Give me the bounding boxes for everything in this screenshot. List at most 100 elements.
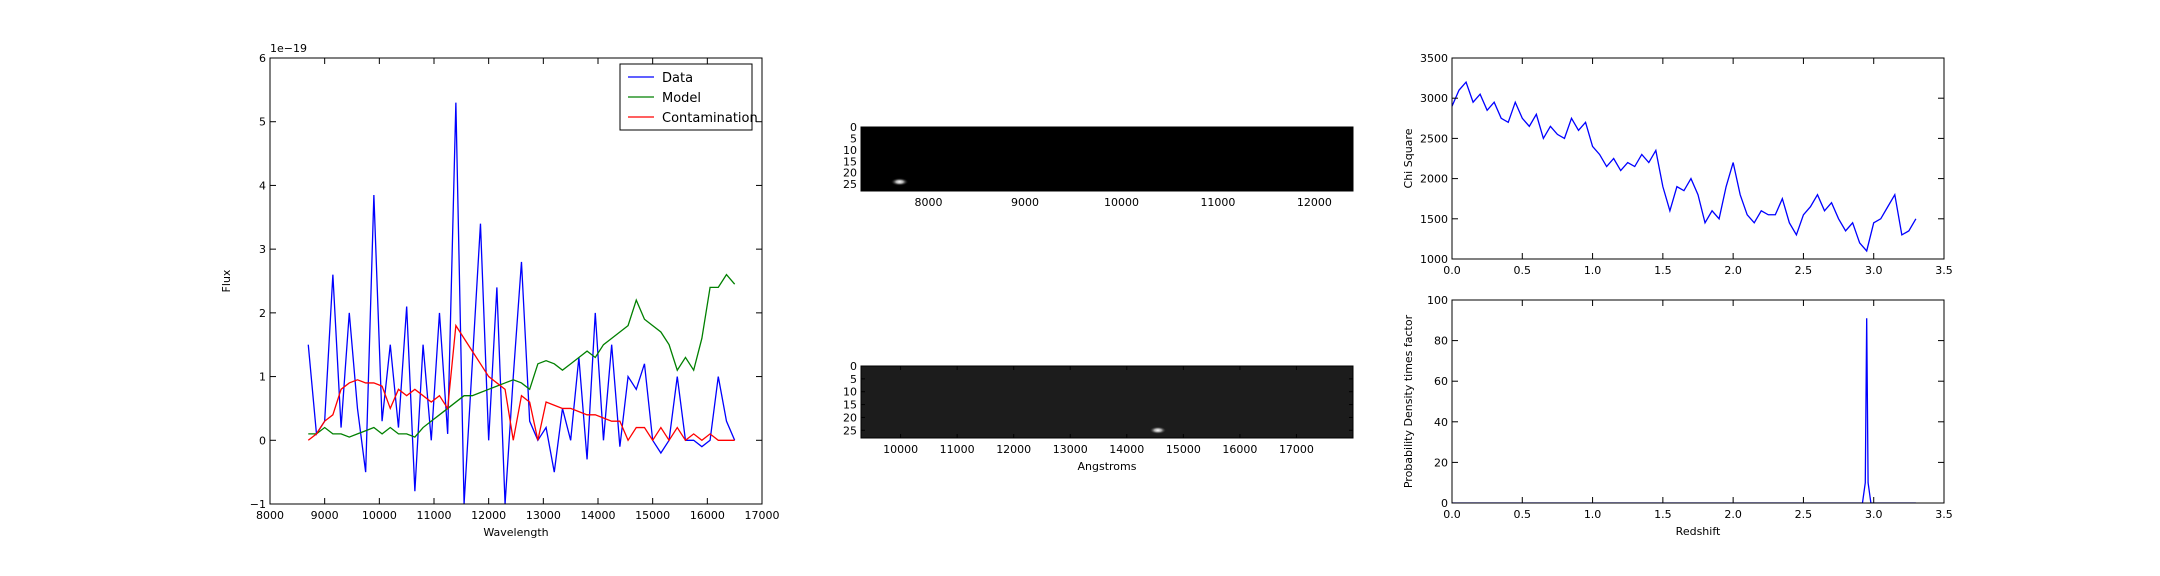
- plot-background: [861, 127, 1353, 191]
- axes: 0.0 0.5 1.0 1.5 2.0 2.5 3.0 3.5 1000 1500 2000 2500…: [1402, 52, 1953, 277]
- y-tick-label: 15: [843, 399, 857, 412]
- x-tick-label: 16000: [690, 509, 725, 522]
- plot-area: [890, 177, 909, 186]
- plot-area: [1148, 426, 1167, 435]
- x-tick-label: 9000: [1011, 196, 1039, 209]
- y-tick-label: 10: [843, 144, 857, 157]
- y-tick-label: 3500: [1420, 52, 1448, 65]
- legend: Data Model Contamination: [619, 63, 758, 131]
- y-tick-label: 0: [850, 121, 857, 134]
- plot-background: [1452, 58, 1944, 259]
- axes: 0.0 0.5 1.0 1.5 2.0 2.5 3.0 3.5 0 20 40 60 80 100 Reds…: [1402, 294, 1953, 538]
- y-tick-label: 20: [1434, 456, 1448, 469]
- y-tick-label: 25: [843, 178, 857, 191]
- x-tick-label: 0.5: [1514, 264, 1532, 277]
- axes: 10000 11000 12000 13000 14000 15000 16000 17000…: [843, 360, 1354, 473]
- legend-label: Contamination: [662, 111, 758, 126]
- x-tick-label: 14000: [1109, 443, 1144, 456]
- y-tick-label: 1500: [1420, 213, 1448, 226]
- y-tick-label: 3: [259, 243, 266, 256]
- y-axis-label: Chi Square: [1402, 128, 1415, 188]
- x-tick-label: 3.5: [1935, 508, 1953, 521]
- x-tick-label: 15000: [1166, 443, 1201, 456]
- y-tick-label: 10: [843, 386, 857, 399]
- x-tick-label: 2.0: [1724, 508, 1742, 521]
- x-tick-label: 17000: [1279, 443, 1314, 456]
- x-tick-label: 10000: [362, 509, 397, 522]
- x-axis-label: Redshift: [1676, 525, 1721, 538]
- x-tick-label: 13000: [1053, 443, 1088, 456]
- x-tick-label: 12000: [996, 443, 1031, 456]
- data-line: [307, 323, 735, 442]
- x-tick-label: 3.5: [1935, 264, 1953, 277]
- y-tick-label: 100: [1427, 294, 1448, 307]
- x-tick-label: 1.5: [1654, 264, 1672, 277]
- y-tick-label: −1: [250, 498, 266, 511]
- y-tick-label: 4: [259, 179, 266, 192]
- x-tick-label: 10000: [1104, 196, 1139, 209]
- x-tick-label: 0.0: [1443, 264, 1461, 277]
- y-tick-label: 5: [850, 132, 857, 145]
- y-tick-label: 6: [259, 52, 266, 65]
- y-axis-label: Flux: [220, 269, 233, 292]
- plot-area: [1452, 318, 1916, 503]
- data-line: [307, 102, 736, 504]
- y-tick-label: 0: [850, 360, 857, 373]
- data-line: [1452, 318, 1916, 503]
- plot-area: [1452, 80, 1917, 253]
- source-spot: [1148, 426, 1167, 435]
- x-tick-label: 8000: [915, 196, 943, 209]
- x-tick-label: 12000: [471, 509, 506, 522]
- y-tick-label: 40: [1434, 416, 1448, 429]
- axes-frame: [1451, 57, 1945, 260]
- x-tick-label: 0.0: [1443, 508, 1461, 521]
- x-tick-label: 13000: [526, 509, 561, 522]
- x-tick-label: 14000: [581, 509, 616, 522]
- x-tick-label: 15000: [635, 509, 670, 522]
- axis-offset-label: 1e−19: [270, 42, 307, 55]
- legend-label: Data: [662, 71, 693, 86]
- y-tick-label: 1: [259, 371, 266, 384]
- axes-frame: [1451, 299, 1945, 504]
- y-tick-label: 2500: [1420, 132, 1448, 145]
- x-axis-label: Wavelength: [483, 526, 548, 539]
- x-tick-label: 11000: [940, 443, 975, 456]
- plot-area: [307, 102, 736, 504]
- x-tick-label: 1.0: [1584, 508, 1602, 521]
- x-tick-label: 11000: [417, 509, 452, 522]
- x-tick-label: 3.0: [1865, 508, 1883, 521]
- plot-background: [270, 58, 762, 504]
- y-tick-label: 80: [1434, 335, 1448, 348]
- x-tick-label: 10000: [883, 443, 918, 456]
- y-tick-label: 15: [843, 155, 857, 168]
- y-tick-label: 60: [1434, 375, 1448, 388]
- y-tick-label: 25: [843, 424, 857, 437]
- axes-frame: [860, 126, 1354, 192]
- axes: Data Model Contamination 8000 9000 10000 11000…: [220, 42, 780, 539]
- x-tick-label: 2.0: [1724, 264, 1742, 277]
- x-axis-label: Angstroms: [1078, 460, 1137, 473]
- x-tick-label: 9000: [311, 509, 339, 522]
- y-tick-label: 2: [259, 307, 266, 320]
- y-tick-label: 0: [1441, 497, 1448, 510]
- x-tick-label: 8000: [256, 509, 284, 522]
- x-tick-label: 17000: [745, 509, 780, 522]
- y-tick-label: 1000: [1420, 253, 1448, 266]
- plot-background: [861, 366, 1353, 438]
- x-tick-label: 0.5: [1514, 508, 1532, 521]
- y-tick-label: 2000: [1420, 173, 1448, 186]
- y-tick-label: 3000: [1420, 92, 1448, 105]
- axes-frame: [269, 57, 763, 505]
- x-tick-label: 1.5: [1654, 508, 1672, 521]
- y-tick-label: 0: [259, 434, 266, 447]
- x-tick-label: 16000: [1222, 443, 1257, 456]
- y-tick-label: 20: [843, 167, 857, 180]
- x-tick-label: 1.0: [1584, 264, 1602, 277]
- x-tick-label: 2.5: [1795, 264, 1813, 277]
- y-tick-label: 5: [259, 116, 266, 129]
- y-tick-label: 20: [843, 411, 857, 424]
- y-axis-label: Probability Density times factor: [1402, 314, 1415, 488]
- x-tick-label: 11000: [1200, 196, 1235, 209]
- plot-background: [1452, 300, 1944, 503]
